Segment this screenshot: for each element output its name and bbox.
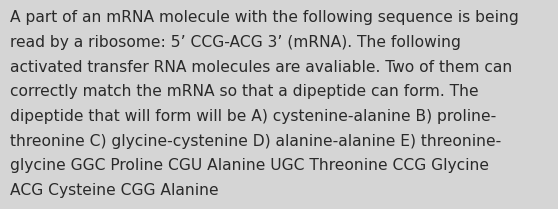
Text: read by a ribosome: 5’ CCG-ACG 3’ (mRNA). The following: read by a ribosome: 5’ CCG-ACG 3’ (mRNA)…: [10, 35, 461, 50]
Text: A part of an mRNA molecule with the following sequence is being: A part of an mRNA molecule with the foll…: [10, 10, 519, 25]
Text: threonine C) glycine-cystenine D) alanine-alanine E) threonine-: threonine C) glycine-cystenine D) alanin…: [10, 134, 501, 149]
Text: dipeptide that will form will be A) cystenine-alanine B) proline-: dipeptide that will form will be A) cyst…: [10, 109, 496, 124]
Text: activated transfer RNA molecules are avaliable. Two of them can: activated transfer RNA molecules are ava…: [10, 60, 512, 75]
Text: glycine GGC Proline CGU Alanine UGC Threonine CCG Glycine: glycine GGC Proline CGU Alanine UGC Thre…: [10, 158, 489, 173]
Text: correctly match the mRNA so that a dipeptide can form. The: correctly match the mRNA so that a dipep…: [10, 84, 479, 99]
Text: ACG Cysteine CGG Alanine: ACG Cysteine CGG Alanine: [10, 183, 219, 198]
